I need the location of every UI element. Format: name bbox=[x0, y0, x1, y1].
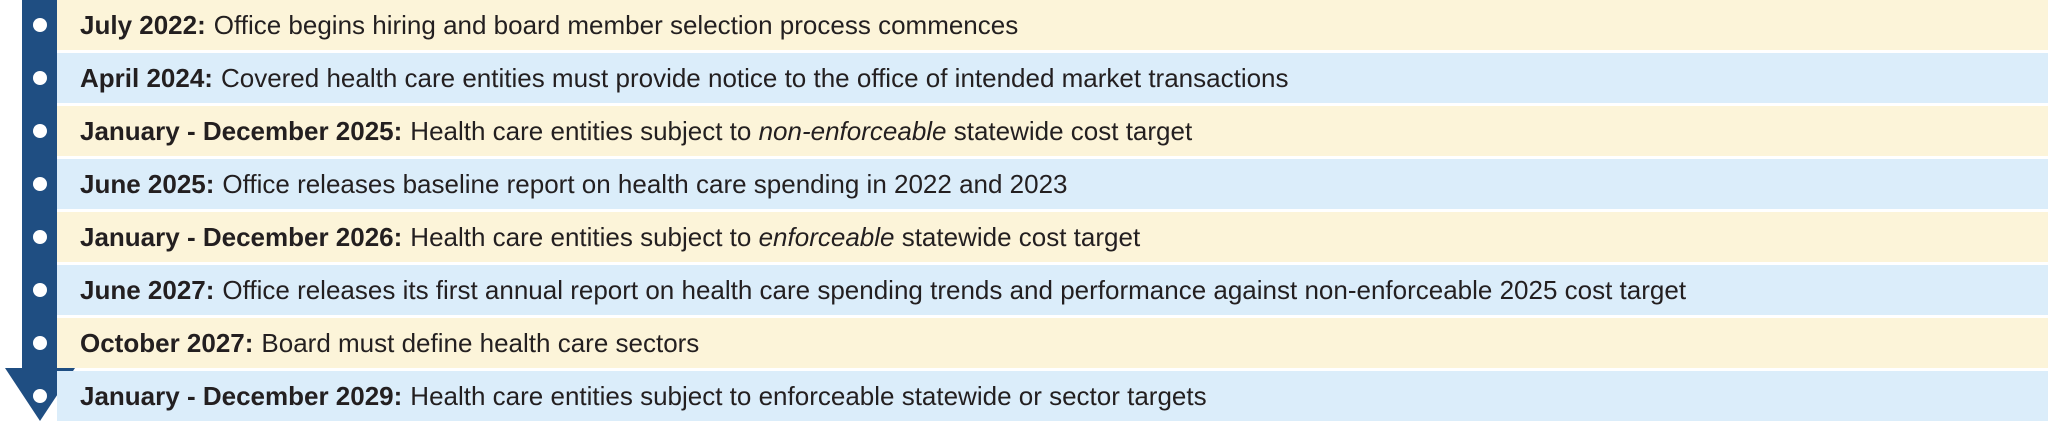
timeline-item: January - December 2029: Health care enti… bbox=[57, 370, 2048, 422]
timeline-date: January - December 2025: bbox=[80, 115, 403, 146]
timeline-date: April 2024: bbox=[80, 62, 213, 93]
timeline-item: April 2024: Covered health care entities … bbox=[57, 52, 2048, 104]
timeline-description: Office begins hiring and board member se… bbox=[213, 9, 1019, 40]
bullet-dot-icon bbox=[33, 177, 47, 191]
timeline-item: June 2027: Office releases its first annu… bbox=[57, 264, 2048, 316]
timeline-item: July 2022: Office begins hiring and board… bbox=[57, 0, 2048, 51]
bullet-dot-icon bbox=[33, 336, 47, 350]
timeline-description: Board must define health care sectors bbox=[261, 327, 700, 358]
timeline-description: Health care entities subject to enforcea… bbox=[410, 380, 1207, 411]
timeline-description: Health care entities subject to bbox=[410, 115, 759, 146]
bullet-dot-icon bbox=[33, 18, 47, 32]
timeline-description: Office releases its first annual report … bbox=[222, 274, 1687, 305]
bullet-dot-icon bbox=[33, 71, 47, 85]
timeline-description: Covered health care entities must provid… bbox=[220, 62, 1289, 93]
timeline-description: enforceable bbox=[758, 221, 895, 252]
timeline-date: January - December 2029: bbox=[80, 380, 403, 411]
timeline-description: Office releases baseline report on healt… bbox=[222, 168, 1068, 199]
timeline-description: statewide cost target bbox=[894, 221, 1141, 252]
timeline-date: June 2027: bbox=[80, 274, 215, 305]
timeline-list: July 2022: Office begins hiring and board… bbox=[57, 0, 2048, 424]
bullet-dot-icon bbox=[33, 283, 47, 297]
timeline-item: June 2025: Office releases baseline repor… bbox=[57, 158, 2048, 210]
timeline-item: January - December 2026: Health care enti… bbox=[57, 211, 2048, 263]
timeline-date: October 2027: bbox=[80, 327, 254, 358]
timeline-description: non-enforceable bbox=[758, 115, 947, 146]
bullet-dot-icon bbox=[33, 389, 47, 403]
timeline-item: October 2027: Board must define health ca… bbox=[57, 317, 2048, 369]
timeline-date: June 2025: bbox=[80, 168, 215, 199]
timeline-item: January - December 2025: Health care enti… bbox=[57, 105, 2048, 157]
bullet-dot-icon bbox=[33, 124, 47, 138]
timeline-description: Health care entities subject to bbox=[410, 221, 759, 252]
timeline-description: statewide cost target bbox=[946, 115, 1193, 146]
timeline-date: July 2022: bbox=[80, 9, 206, 40]
bullet-dot-icon bbox=[33, 230, 47, 244]
timeline-date: January - December 2026: bbox=[80, 221, 403, 252]
